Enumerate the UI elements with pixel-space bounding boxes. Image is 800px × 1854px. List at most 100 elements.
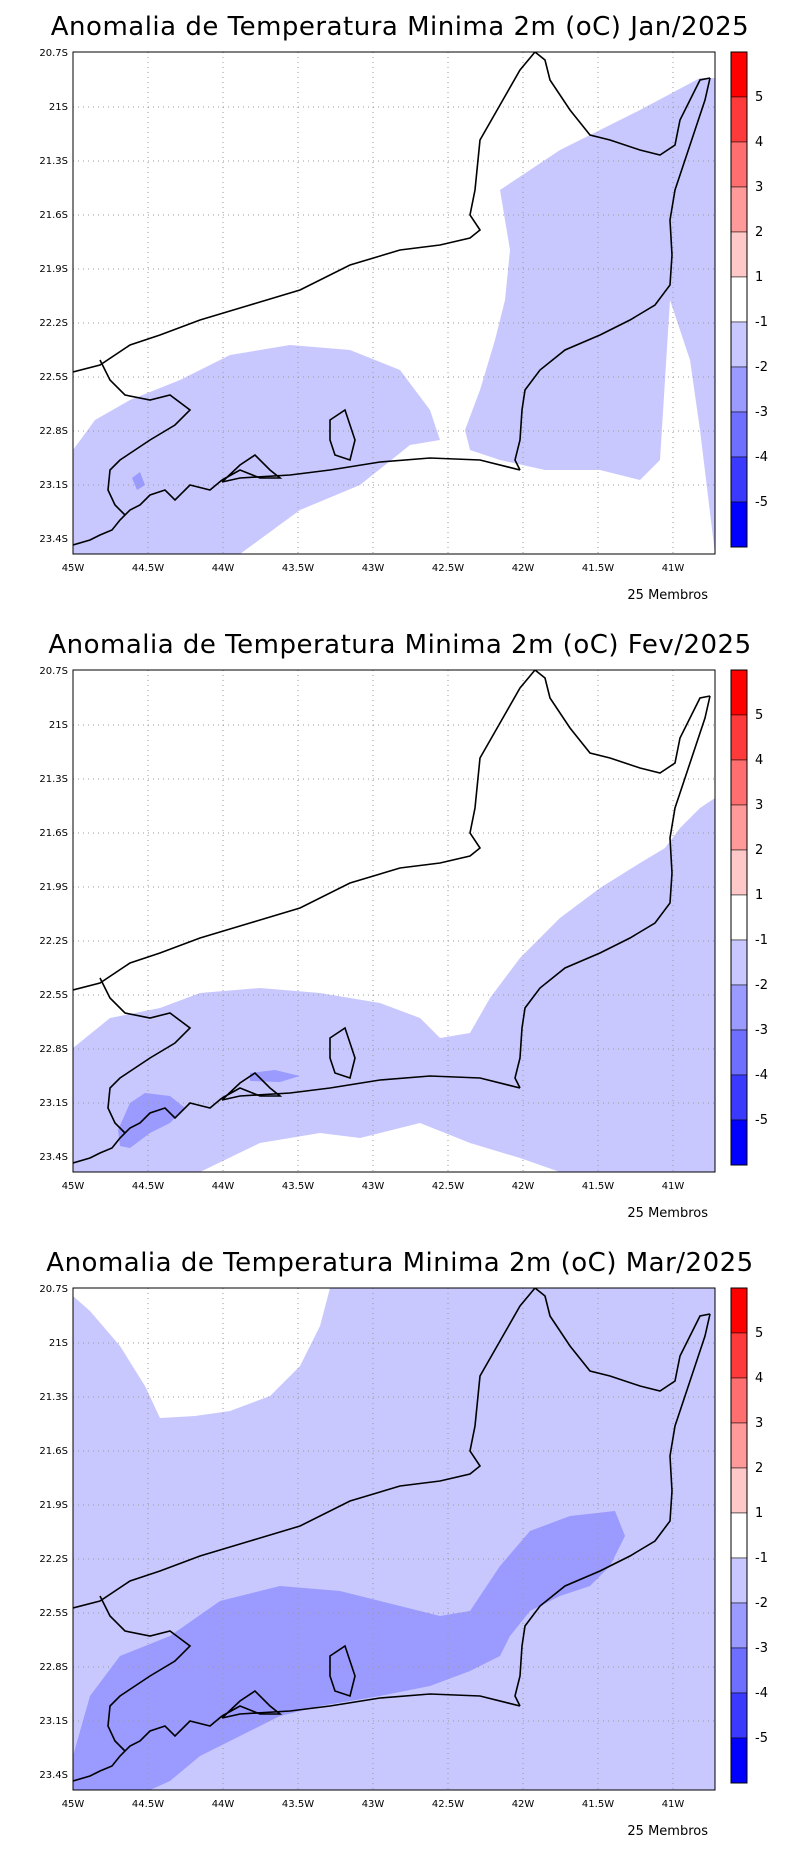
lat-label: 22.2S	[39, 318, 68, 329]
anomaly-region-minus2	[118, 1093, 185, 1148]
map-frame	[72, 1287, 716, 1791]
lon-label: 44.5W	[132, 1799, 164, 1810]
colorbar-swatch	[730, 849, 748, 896]
lon-label: 45W	[62, 1799, 85, 1810]
lat-labels: 20.7S 21S 21.3S 21.6S 21.9S 22.2S 22.5S …	[39, 48, 68, 545]
colorbar-swatch	[730, 1377, 748, 1424]
state-boundary	[73, 670, 711, 1164]
colorbar-swatch	[730, 366, 748, 413]
colorbar-swatch	[730, 939, 748, 986]
colorbar-swatch	[730, 894, 748, 941]
lat-label: 21.3S	[39, 156, 68, 167]
anomaly-region-minus1	[465, 78, 715, 554]
lat-label: 21.3S	[39, 1392, 68, 1403]
anomaly-region-minus2	[73, 1511, 625, 1790]
colorbar-label: -4	[755, 450, 768, 465]
map-panel-mar: Anomalia de Temperatura Minima 2m (oC) M…	[0, 1236, 800, 1854]
colorbar-swatch	[730, 231, 748, 278]
colorbar-label: -3	[755, 1023, 768, 1038]
colorbar-swatch	[730, 1602, 748, 1649]
lat-label: 21.6S	[39, 1446, 68, 1457]
colorbar-label: -1	[755, 315, 768, 330]
colorbar-frame	[730, 669, 748, 1166]
colorbar-swatch	[730, 411, 748, 458]
colorbar-label: -2	[755, 360, 768, 375]
lat-labels: 20.7S 21S 21.3S 21.6S 21.9S 22.2S 22.5S …	[39, 1284, 68, 1781]
colorbar-swatch	[730, 1422, 748, 1469]
colorbar-label: 3	[755, 180, 763, 195]
colorbar-swatch	[730, 1512, 748, 1559]
lon-label: 43.5W	[282, 563, 314, 574]
lat-label: 23.1S	[39, 1098, 68, 1109]
colorbar-swatch	[730, 984, 748, 1031]
colorbar-label: -2	[755, 978, 768, 993]
colorbar: 5 4 3 2 1 -1 -2 -3 -4 -5	[730, 51, 768, 548]
colorbar-label: 2	[755, 1461, 763, 1476]
colorbar-label: 1	[755, 1506, 763, 1521]
anomaly-field	[73, 78, 715, 554]
lat-label: 21.9S	[39, 1500, 68, 1511]
lat-label: 22.5S	[39, 372, 68, 383]
colorbar-label: 1	[755, 270, 763, 285]
colorbar-swatch	[730, 759, 748, 806]
anomaly-region-minus1	[73, 798, 715, 1172]
colorbar-label: 2	[755, 225, 763, 240]
colorbar-swatch	[730, 276, 748, 323]
lon-label: 44.5W	[132, 563, 164, 574]
lon-labels: 45W 44.5W 44W 43.5W 43W 42.5W 42W 41.5W …	[62, 1181, 685, 1192]
colorbar-label: -1	[755, 933, 768, 948]
colorbar-swatch	[730, 456, 748, 503]
lat-label: 22.8S	[39, 1044, 68, 1055]
map-figure: 20.7S 21S 21.3S 21.6S 21.9S 22.2S 22.5S …	[39, 48, 768, 574]
anomaly-region-neutral	[73, 1288, 330, 1418]
colorbar-swatch	[730, 1332, 748, 1379]
lat-label: 22.8S	[39, 426, 68, 437]
colorbar-label: 3	[755, 798, 763, 813]
lat-label: 23.4S	[39, 1770, 68, 1781]
members-count: 25 Membros	[627, 1206, 708, 1221]
lat-label: 22.5S	[39, 990, 68, 1001]
colorbar-label: -5	[755, 495, 768, 510]
colorbar-label: 5	[755, 1326, 763, 1341]
colorbar-label: -4	[755, 1068, 768, 1083]
map-frame	[72, 51, 716, 555]
colorbar-label: 4	[755, 135, 763, 150]
lat-label: 20.7S	[39, 666, 68, 677]
lat-labels: 20.7S 21S 21.3S 21.6S 21.9S 22.2S 22.5S …	[39, 666, 68, 1163]
colorbar-label: 5	[755, 708, 763, 723]
lat-label: 21.9S	[39, 882, 68, 893]
lat-label: 21S	[49, 102, 68, 113]
colorbar-swatch	[730, 804, 748, 851]
lon-label: 42.5W	[432, 1799, 464, 1810]
lon-label: 41W	[662, 1181, 685, 1192]
lat-label: 20.7S	[39, 1284, 68, 1295]
lon-label: 41.5W	[582, 1799, 614, 1810]
colorbar-swatch	[730, 669, 748, 716]
lon-label: 43.5W	[282, 1181, 314, 1192]
lon-label: 41W	[662, 563, 685, 574]
members-count: 25 Membros	[627, 588, 708, 603]
map-figure: 20.7S 21S 21.3S 21.6S 21.9S 22.2S 22.5S …	[39, 1284, 768, 1810]
colorbar-frame	[730, 51, 748, 548]
lat-label: 20.7S	[39, 48, 68, 59]
members-count: 25 Membros	[627, 1824, 708, 1839]
graticule	[73, 52, 715, 554]
lat-label: 21S	[49, 720, 68, 731]
lon-label: 41.5W	[582, 563, 614, 574]
lon-label: 44.5W	[132, 1181, 164, 1192]
colorbar-swatch	[730, 51, 748, 98]
graticule	[73, 670, 715, 1172]
colorbar-swatch	[730, 501, 748, 548]
colorbar-swatch	[730, 1692, 748, 1739]
colorbar-label: -2	[755, 1596, 768, 1611]
colorbar-label: 2	[755, 843, 763, 858]
lat-label: 22.2S	[39, 936, 68, 947]
colorbar-label: 3	[755, 1416, 763, 1431]
panel-title: Anomalia de Temperatura Minima 2m (oC) F…	[48, 630, 752, 660]
lon-label: 42W	[512, 563, 535, 574]
colorbar-label: -3	[755, 1641, 768, 1656]
map-panel-fev: Anomalia de Temperatura Minima 2m (oC) F…	[0, 618, 800, 1236]
anomaly-region-minus2	[132, 472, 145, 490]
lat-label: 23.4S	[39, 534, 68, 545]
anomaly-field	[73, 798, 715, 1172]
